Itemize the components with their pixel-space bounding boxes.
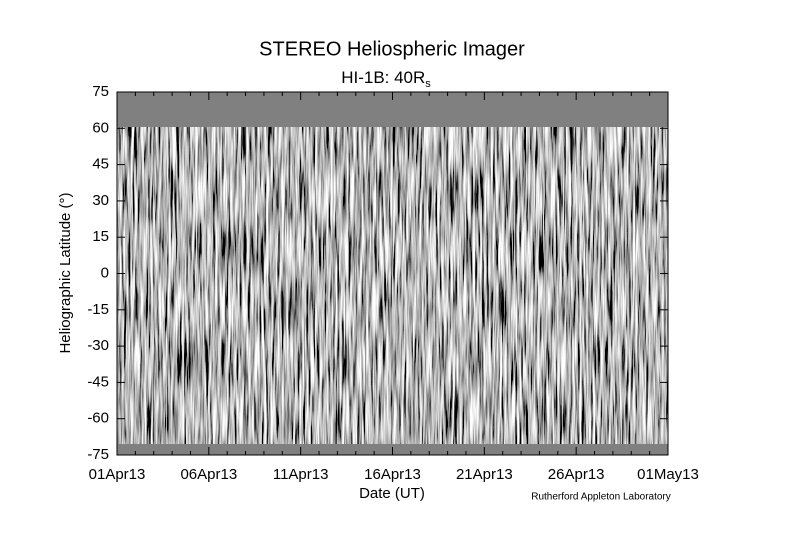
y-tick-label: 30 — [92, 192, 109, 209]
y-tick-label: 60 — [92, 119, 109, 136]
y-tick-label: -30 — [87, 337, 109, 354]
x-tick-label: 06Apr13 — [180, 466, 237, 483]
image-data — [117, 127, 668, 444]
subtitle-text: HI-1B: 40R — [341, 68, 425, 87]
subtitle-subscript: s — [425, 78, 431, 90]
y-tick-label: 45 — [92, 156, 109, 173]
y-tick-label: 75 — [92, 83, 109, 100]
y-tick-label: -75 — [87, 446, 109, 463]
chart-title: STEREO Heliospheric Imager — [259, 38, 525, 60]
y-axis-label: Heliographic Latitude (°) — [57, 192, 74, 353]
x-tick-label: 21Apr13 — [456, 466, 513, 483]
x-tick-label: 01Apr13 — [89, 466, 146, 483]
chart-subtitle: HI-1B: 40Rs — [341, 68, 431, 89]
y-tick-label: -15 — [87, 301, 109, 318]
y-tick-label: -45 — [87, 373, 109, 390]
x-tick-label: 16Apr13 — [364, 466, 421, 483]
x-tick-label: 11Apr13 — [273, 466, 329, 483]
credit: Rutherford Appleton Laboratory — [531, 492, 671, 503]
y-tick-label: 15 — [92, 228, 109, 245]
x-tick-label: 26Apr13 — [548, 466, 605, 483]
x-axis-label: Date (UT) — [359, 485, 425, 502]
x-tick-label: 01May13 — [637, 466, 699, 483]
y-tick-label: -60 — [87, 410, 109, 427]
y-tick-label: 0 — [101, 264, 109, 281]
